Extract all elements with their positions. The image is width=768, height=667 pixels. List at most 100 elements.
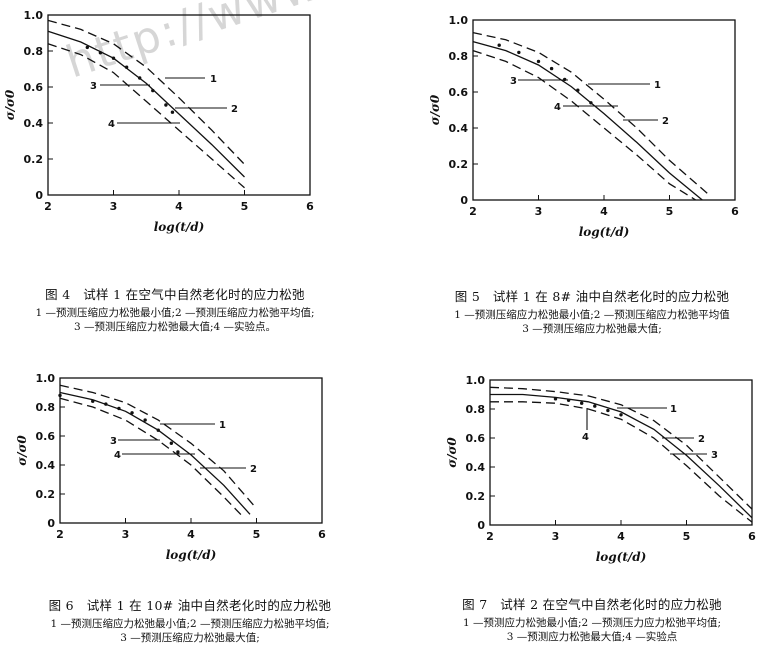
y-tick-label: 0.2: [36, 488, 56, 501]
x-tick-label: 5: [253, 528, 261, 541]
figure-6-title: 图 6 试样 1 在 10# 油中自然老化时的应力松弛: [48, 598, 332, 613]
x-tick-label: 6: [731, 205, 739, 218]
y-axis-label: σ/σ0: [445, 437, 459, 468]
y-tick-label: 0.6: [24, 81, 44, 94]
y-tick-label: 0: [47, 517, 55, 530]
series-line-3: [490, 401, 753, 523]
experiment-point: [85, 45, 90, 50]
figure-4-svg: 2 3 4 5 6 0 0.2 0.4 0.6 0.8 1.0 log(t/d) σ/σ0 1 2 3 4: [3, 9, 314, 234]
y-tick-label: 0.4: [36, 459, 56, 472]
figure-5-svg: 2 3 4 5 6 0 0.2 0.4 0.6 0.8 1.0 log(t/d) σ/σ0 1 2 3 4: [428, 14, 739, 239]
figure-6-legend-line-2: 3 —预测压缩应力松弛最大值;: [120, 632, 260, 645]
callout-label: 1: [210, 74, 217, 85]
figure-7-chart: 2 3 4 5 6 0 0.2 0.4 0.6 0.8 1.0 log(t/d) σ/σ0 1 2 3 4: [422, 370, 762, 570]
experiment-point: [111, 56, 116, 60]
series-line-1: [489, 386, 753, 510]
callout-label: 1: [219, 420, 226, 431]
experiment-point: [517, 50, 521, 55]
callout-label: 3: [90, 81, 97, 92]
y-axis-label: σ/σ0: [428, 94, 442, 125]
figure-5-title: 图 5 试样 1 在 8# 油中自然老化时的应力松弛: [454, 289, 730, 304]
y-tick-label: 0.6: [466, 432, 486, 445]
y-tick-label: 0.4: [466, 461, 486, 474]
y-tick-label: 1.0: [466, 374, 486, 387]
experiment-point: [143, 418, 147, 422]
callout-label: 2: [250, 464, 257, 475]
callout-label: 4: [114, 450, 121, 461]
experiment-point: [98, 51, 103, 55]
figure-7-caption: 图 7 试样 2 在空气中自然老化时的应力松驰 1 —预测应力松弛最小值;2 —…: [418, 596, 766, 645]
series-line-1: [472, 31, 710, 196]
callout-label: 3: [510, 76, 517, 87]
plot-frame: [47, 14, 311, 196]
x-tick-label: 6: [748, 530, 756, 543]
experiment-point: [566, 398, 571, 402]
figure-6-svg: 2 3 4 5 6 0 0.2 0.4 0.6 0.8 1.0 log(t/d) σ/σ0 1 2 3 4: [15, 372, 326, 562]
experiment-point: [151, 88, 155, 93]
series-line-3: [472, 49, 697, 201]
experiment-point: [497, 43, 501, 47]
x-axis-label: log(t/d): [166, 548, 217, 562]
figure-7-title: 图 7 试样 2 在空气中自然老化时的应力松驰: [462, 597, 722, 612]
x-tick-label: 4: [600, 205, 608, 218]
y-tick-label: 0.8: [24, 45, 44, 58]
figure-4-legend-line-1: 1 —预测压缩应力松弛最小值;2 —预测压缩应力松弛平均值;: [35, 306, 315, 319]
callout-label: 3: [711, 450, 718, 461]
y-tick-label: 0.6: [449, 86, 469, 99]
y-tick-label: 0.4: [24, 117, 44, 130]
experiment-point: [138, 76, 142, 80]
experiment-point: [589, 101, 593, 105]
x-tick-label: 3: [552, 530, 560, 543]
figure-4-chart: 2 3 4 5 6 0 0.2 0.4 0.6 0.8 1.0 log(t/d) σ/σ0 1 2 3 4: [0, 5, 340, 235]
experiment-point: [170, 110, 175, 114]
x-tick-label: 4: [187, 528, 195, 541]
series-line-2: [47, 30, 245, 178]
y-tick-label: 1.0: [449, 14, 469, 27]
y-tick-label: 0.2: [449, 158, 469, 171]
x-tick-label: 2: [469, 205, 477, 218]
x-tick-label: 2: [486, 530, 494, 543]
figure-7-legend-line-1: 1 —预测应力松弛最小值;2 —预测压力应力松弛平均值;: [462, 616, 722, 629]
experiment-point: [549, 66, 554, 71]
experiment-point: [576, 88, 580, 92]
figure-6-chart: 2 3 4 5 6 0 0.2 0.4 0.6 0.8 1.0 log(t/d) σ/σ0 1 2 3 4: [10, 368, 340, 568]
x-tick-label: 6: [306, 200, 314, 213]
y-tick-label: 0.2: [24, 153, 44, 166]
callout-label: 2: [698, 434, 705, 445]
x-tick-label: 5: [683, 530, 691, 543]
experiment-point: [553, 397, 558, 401]
experiment-point: [124, 65, 129, 69]
callout-label: 4: [582, 432, 589, 443]
figure-4-title: 图 4 试样 1 在空气中自然老化时的应力松弛: [45, 287, 305, 302]
x-tick-label: 3: [122, 528, 130, 541]
x-tick-label: 4: [617, 530, 625, 543]
experiment-point: [91, 399, 95, 403]
y-tick-label: 0.8: [36, 401, 56, 414]
figure-5-legend-line-1: 1 —预测压缩应力松弛最小值;2 —预测压缩应力松弛平均值: [454, 308, 730, 321]
experiment-point: [104, 402, 108, 406]
callout-label: 1: [670, 404, 677, 415]
y-axis-label: σ/σ0: [15, 435, 29, 466]
y-tick-label: 0.4: [449, 122, 469, 135]
experiment-point: [536, 59, 541, 64]
series-line-2: [490, 393, 753, 519]
callout-label: 3: [110, 436, 117, 447]
figure-4-caption: 图 4 试样 1 在空气中自然老化时的应力松弛 1 —预测压缩应力松弛最小值;2…: [0, 286, 350, 335]
series-line-2: [472, 40, 703, 201]
experiment-point: [619, 413, 623, 417]
x-tick-label: 6: [318, 528, 326, 541]
series-line-1: [59, 384, 257, 509]
series-line-2: [59, 391, 251, 515]
figure-7-legend-line-2: 3 —预测应力松弛最大值;4 —实验点: [506, 631, 678, 644]
experiment-point: [130, 411, 134, 415]
y-tick-label: 0: [477, 519, 485, 532]
x-axis-label: log(t/d): [154, 220, 205, 234]
x-tick-label: 3: [535, 205, 543, 218]
x-tick-label: 5: [241, 200, 249, 213]
series-line-3: [59, 397, 244, 518]
x-tick-label: 4: [175, 200, 183, 213]
experiment-point: [117, 406, 121, 411]
callout-label: 4: [554, 102, 561, 113]
y-tick-label: 0: [35, 189, 43, 202]
x-tick-label: 3: [110, 200, 118, 213]
